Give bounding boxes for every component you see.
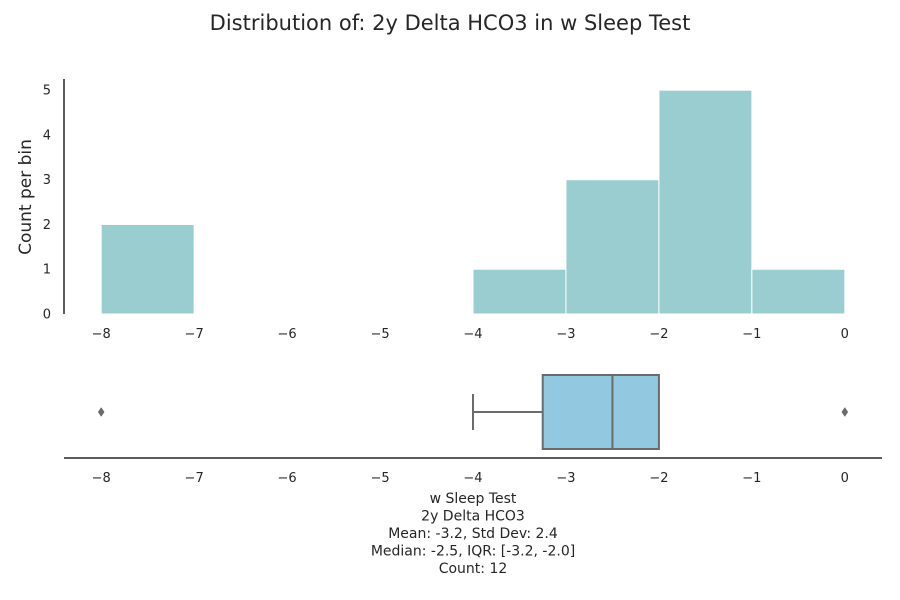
histogram-y-tick-label: 2	[43, 218, 51, 233]
histogram-x-tick-label: 0	[841, 327, 849, 342]
histogram-x-tick-label: −7	[185, 327, 204, 342]
boxplot-x-label-line: Count: 12	[439, 561, 508, 577]
boxplot-box	[541, 374, 660, 450]
boxplot-x-tick-label: −3	[556, 471, 575, 486]
boxplot-x-label-line: w Sleep Test	[430, 491, 517, 507]
histogram-y-tick-label: 0	[43, 308, 51, 323]
histogram-x-tick-label: −5	[370, 327, 389, 342]
boxplot-x-tick-label: 0	[841, 471, 849, 486]
histogram-y-tick-label: 1	[43, 263, 51, 278]
chart-title: Distribution of: 2y Delta HCO3 in w Slee…	[210, 11, 691, 35]
histogram-bar-5	[565, 179, 660, 315]
boxplot-x-tick-label: −2	[649, 471, 668, 486]
histogram-bar-4	[472, 268, 567, 315]
boxplot-x-tick-label: −1	[742, 471, 761, 486]
boxplot-x-tick-label: −8	[92, 471, 111, 486]
histogram-plot: 0 1 2 3 4 5 −8 −7 −6 −5 −4 −3 −2 −1 0	[43, 79, 849, 342]
histogram-bar-6	[658, 89, 753, 315]
histogram-y-tick-label: 3	[43, 173, 51, 188]
histogram-x-tick-label: −3	[556, 327, 575, 342]
boxplot-x-tick-label: −5	[370, 471, 389, 486]
boxplot-x-tick-label: −4	[463, 471, 482, 486]
boxplot-outlier-point	[97, 407, 105, 417]
boxplot-x-label-line: Median: -2.5, IQR: [-3.2, -2.0]	[371, 544, 575, 560]
histogram-bar-7	[751, 268, 846, 315]
histogram-x-tick-label: −1	[742, 327, 761, 342]
histogram-y-tick-label: 5	[43, 84, 51, 99]
boxplot-x-tick-label: −6	[278, 471, 297, 486]
histogram-x-tick-label: −6	[278, 327, 297, 342]
histogram-x-tick-label: −4	[463, 327, 482, 342]
histogram-bar-0	[100, 223, 195, 315]
boxplot-plot: −8 −7 −6 −5 −4 −3 −2 −1 0 w Sleep Test 2y Delta HC…	[64, 374, 882, 577]
y-axis-label: Count per bin	[16, 139, 36, 255]
boxplot-outlier-point	[841, 407, 849, 417]
histogram-y-tick-label: 4	[43, 128, 51, 143]
boxplot-x-label-line: 2y Delta HCO3	[421, 509, 525, 525]
histogram-x-tick-label: −2	[649, 327, 668, 342]
histogram-x-tick-label: −8	[92, 327, 111, 342]
boxplot-x-label-line: Mean: -3.2, Std Dev: 2.4	[388, 526, 558, 542]
boxplot-x-tick-label: −7	[185, 471, 204, 486]
